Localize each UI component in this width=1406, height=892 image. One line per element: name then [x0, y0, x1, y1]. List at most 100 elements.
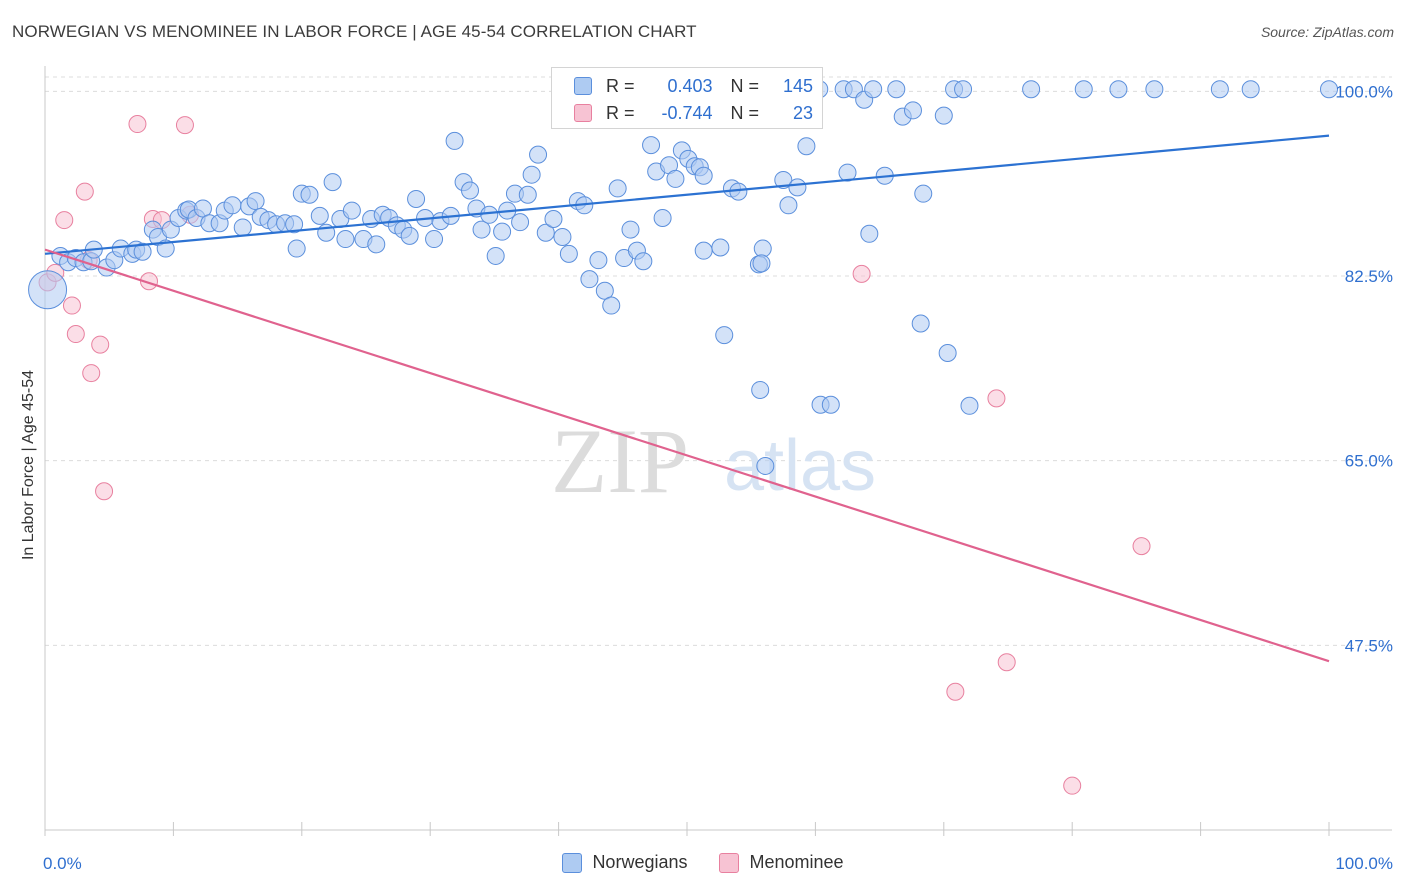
data-point	[529, 145, 548, 164]
data-point	[934, 106, 953, 125]
data-point	[960, 396, 979, 415]
data-point	[522, 165, 541, 184]
legend-item-menominee[interactable]: Menominee	[719, 852, 844, 873]
data-point	[694, 241, 713, 260]
data-point	[1109, 80, 1128, 99]
data-point	[954, 80, 973, 99]
data-point	[287, 239, 306, 258]
stats-legend: R = 0.403 N = 145 R = -0.744 N = 23	[551, 67, 823, 129]
data-point	[493, 222, 512, 241]
data-point	[1022, 80, 1041, 99]
data-point	[756, 456, 775, 475]
data-point	[310, 206, 329, 225]
data-point	[223, 196, 242, 215]
data-point	[887, 80, 906, 99]
data-point	[946, 682, 965, 701]
data-point	[774, 170, 793, 189]
n-label: N =	[730, 75, 760, 96]
data-point	[914, 184, 933, 203]
menominee-trend-line	[44, 248, 1330, 663]
data-point	[95, 482, 114, 501]
axes	[44, 66, 1392, 836]
data-point	[1320, 80, 1338, 99]
data-point	[82, 364, 101, 383]
chart-title: NORWEGIAN VS MENOMINEE IN LABOR FORCE | …	[12, 22, 697, 41]
data-point	[175, 116, 194, 135]
data-point	[133, 242, 152, 261]
data-point	[336, 230, 355, 249]
data-point	[486, 246, 505, 265]
y-tick-label: 65.0%	[1345, 452, 1393, 471]
source-label: Source: ZipAtlas.com	[1260, 24, 1394, 40]
data-point	[1132, 537, 1151, 556]
data-point	[66, 325, 85, 344]
data-point	[342, 201, 361, 220]
data-point	[480, 205, 499, 224]
r-label: R =	[606, 102, 635, 123]
data-point	[580, 270, 599, 289]
data-point	[55, 211, 74, 230]
data-point	[715, 326, 734, 345]
data-point	[634, 252, 653, 271]
x-tick-label: 0.0%	[43, 854, 82, 873]
watermark-zip: ZIP	[551, 410, 689, 512]
data-point	[407, 189, 426, 208]
legend-label-norwegians: Norwegians	[592, 852, 688, 872]
data-point	[987, 389, 1006, 408]
data-point	[589, 251, 608, 270]
data-point	[559, 244, 578, 263]
stats-row-menominee: R = -0.744 N = 23	[574, 100, 813, 126]
data-point	[285, 215, 304, 234]
data-point	[666, 169, 685, 188]
data-point	[602, 296, 621, 315]
data-point	[1074, 80, 1093, 99]
data-point	[367, 235, 386, 254]
r-label: R =	[606, 75, 635, 96]
data-point	[128, 115, 147, 134]
data-point	[911, 314, 930, 333]
data-point	[938, 344, 957, 363]
norwegians-legend-swatch	[562, 852, 583, 873]
trend-lines	[44, 134, 1330, 663]
data-point	[903, 101, 922, 120]
data-point	[779, 196, 798, 215]
data-point	[642, 136, 661, 155]
data-point	[91, 335, 110, 354]
y-tick-label: 82.5%	[1345, 267, 1393, 286]
data-point	[711, 238, 730, 257]
data-point	[511, 213, 530, 232]
stats-row-norwegians: R = 0.403 N = 145	[574, 73, 813, 99]
data-point	[1210, 80, 1229, 99]
data-point	[752, 254, 771, 273]
y-tick-label: 47.5%	[1345, 636, 1393, 655]
data-point	[323, 173, 342, 192]
x-tick-label: 100.0%	[1335, 854, 1393, 873]
data-point	[852, 264, 871, 283]
data-point	[544, 210, 563, 229]
norwegians-trend-line	[44, 134, 1330, 255]
data-point	[461, 181, 480, 200]
r-value: -0.744	[661, 102, 713, 123]
data-point	[75, 182, 94, 201]
data-point	[864, 80, 883, 99]
data-point	[1145, 80, 1164, 99]
data-point	[838, 163, 857, 182]
data-point	[300, 185, 319, 204]
data-point	[246, 192, 265, 211]
data-point	[553, 227, 572, 246]
legend-item-norwegians[interactable]: Norwegians	[562, 852, 687, 873]
n-value: 145	[782, 75, 814, 96]
r-value: 0.403	[667, 75, 713, 96]
data-point	[62, 296, 81, 315]
menominee-swatch	[574, 104, 592, 122]
data-point	[233, 218, 252, 237]
data-point	[821, 395, 840, 414]
data-point	[860, 224, 879, 243]
data-point	[1063, 776, 1082, 795]
data-point	[751, 380, 770, 399]
data-point	[28, 270, 68, 310]
tick-labels: 100.0% 82.5% 65.0% 47.5% 0.0% 100.0%	[43, 82, 1393, 873]
data-point	[621, 220, 640, 239]
data-point	[400, 226, 419, 245]
y-tick-label: 100.0%	[1335, 82, 1393, 101]
